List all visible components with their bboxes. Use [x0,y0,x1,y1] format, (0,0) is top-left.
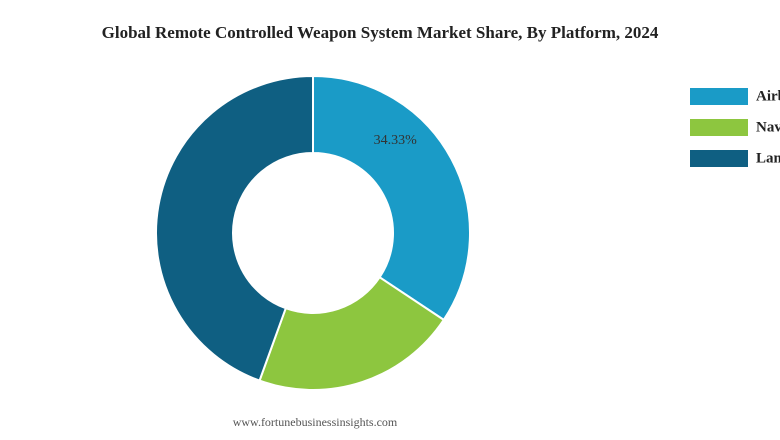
pie-slice [155,74,314,382]
legend-swatch [690,88,748,105]
plot: 34.33% [155,74,471,391]
data-label: 34.33% [374,133,418,148]
source: www.fortunebusinessinsights.com [233,415,398,429]
pie-slice [258,275,446,391]
legend-label: Naval [756,119,780,135]
pie-slice [312,74,471,322]
chart-title: Global Remote Controlled Weapon System M… [102,23,659,42]
legend-label: Land [756,150,780,166]
chart-body: Global Remote Controlled Weapon System M… [102,23,780,429]
legend-label: Airborne [756,88,780,104]
legend: Airborne Naval Land [690,88,780,167]
legend-swatch [690,119,748,136]
legend-swatch [690,150,748,167]
